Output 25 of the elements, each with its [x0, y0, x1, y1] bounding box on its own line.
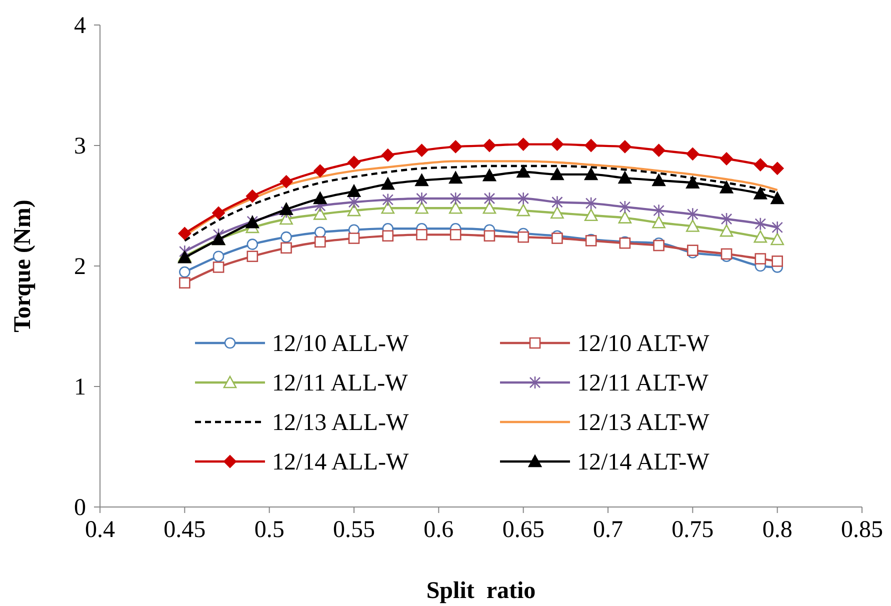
x-tick-label: 0.45: [164, 517, 206, 543]
x-axis-title: Split ratio: [426, 578, 536, 604]
x-tick-label: 0.85: [841, 517, 883, 543]
x-tick-label: 0.5: [254, 517, 284, 543]
x-tick-label: 0.6: [424, 517, 454, 543]
legend-label: 12/10 ALL-W: [272, 331, 409, 357]
legend-label: 12/11 ALT-W: [577, 370, 709, 396]
y-tick-label: 3: [74, 134, 86, 160]
legend-label: 12/10 ALT-W: [577, 331, 710, 357]
x-tick-label: 0.65: [502, 517, 544, 543]
legend-label: 12/13 ALT-W: [577, 410, 710, 436]
x-tick-label: 0.4: [85, 517, 115, 543]
y-tick-label: 1: [74, 374, 86, 400]
x-tick-label: 0.8: [762, 517, 792, 543]
y-axis-title: Torque (Nm): [10, 200, 36, 332]
y-tick-label: 2: [74, 254, 86, 280]
x-tick-label: 0.55: [333, 517, 375, 543]
y-tick-label: 4: [74, 13, 86, 39]
x-tick-label: 0.7: [593, 517, 623, 543]
legend-label: 12/13 ALL-W: [272, 410, 409, 436]
legend-label: 12/14 ALT-W: [577, 450, 710, 476]
legend-label: 12/14 ALL-W: [272, 450, 409, 476]
y-tick-label: 0: [74, 495, 86, 521]
x-tick-label: 0.75: [672, 517, 714, 543]
legend-label: 12/11 ALL-W: [272, 370, 408, 396]
